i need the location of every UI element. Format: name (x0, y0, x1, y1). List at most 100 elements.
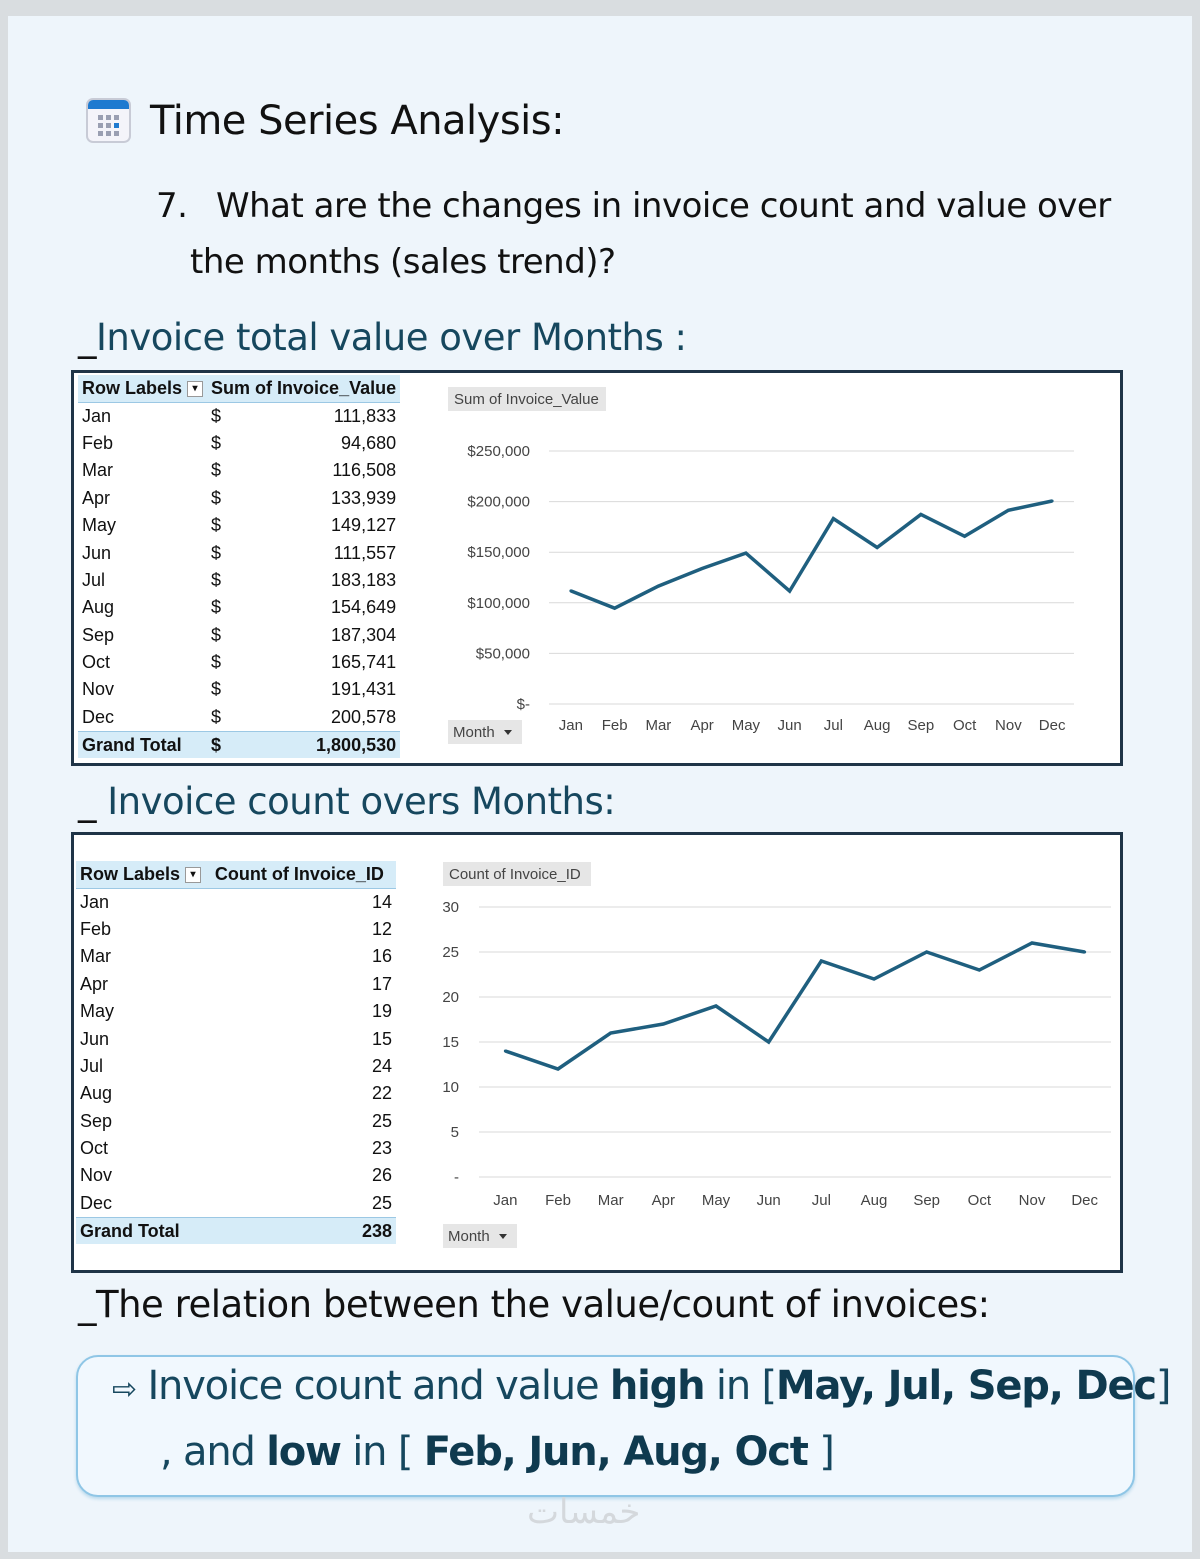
data-point (819, 959, 823, 963)
y-tick-label: 30 (442, 899, 459, 916)
row-value: 200,578 (331, 706, 397, 727)
x-tick-label: Nov (995, 717, 1022, 734)
table-row: Aug $154,649 (78, 594, 400, 621)
row-value: 191,431 (331, 679, 397, 700)
row-value: 183,183 (331, 569, 397, 590)
x-tick-label: Jun (757, 1192, 781, 1209)
calendar-icon (86, 98, 131, 143)
chart-title-button[interactable] (443, 862, 591, 886)
row-value: 94,680 (341, 432, 397, 453)
value-line-chart: Sum of Invoice_Value $- $50,000 $100,000 $15… (448, 387, 1074, 744)
section-value-title: _Invoice total value over Months : (78, 316, 687, 359)
count-line-chart: Count of Invoice_ID - 5 10 15 20 25 30 Jan Feb Mar… (442, 862, 1111, 1248)
x-tick-label: Apr (652, 1192, 675, 1209)
table-row: Mar $116,508 (78, 457, 400, 484)
filter-sort-icon[interactable]: ▾ (187, 381, 204, 398)
data-point (1006, 508, 1010, 512)
chart-title-button[interactable] (448, 387, 606, 411)
table-row: Jul 24 (76, 1053, 396, 1080)
chart-title: Count of Invoice_ID (449, 866, 581, 883)
row-value: 26 (371, 1165, 392, 1186)
table-row: May $149,127 (78, 512, 400, 539)
value-panel: Row Labels ▾ Sum of Invoice_Value Jan $111… (71, 370, 1123, 766)
page (8, 16, 1192, 1552)
row-label: Oct (82, 652, 111, 673)
x-tick-label: Sep (913, 1192, 940, 1209)
x-tick-label: Jul (812, 1192, 831, 1209)
row-label: Jan (80, 891, 110, 912)
currency: $ (211, 432, 222, 453)
row-value: 17 (371, 973, 392, 994)
x-tick-label: Jan (493, 1192, 517, 1209)
currency: $ (211, 460, 222, 481)
row-value: 133,939 (331, 487, 397, 508)
x-tick-label: Jan (559, 717, 583, 734)
row-label: Nov (80, 1165, 113, 1186)
x-tick-label: Nov (1019, 1192, 1046, 1209)
month-filter-label: Month (448, 1228, 490, 1245)
data-point (872, 977, 876, 981)
row-value: 116,508 (332, 460, 397, 481)
filter-sort-icon[interactable]: ▾ (185, 867, 202, 884)
chart-title: Sum of Invoice_Value (454, 391, 599, 408)
x-tick-label: Feb (602, 717, 628, 734)
table-row: Feb 12 (76, 916, 396, 943)
row-label: Jun (80, 1028, 110, 1049)
row-label: Oct (80, 1138, 109, 1159)
x-tick-label: May (732, 717, 761, 734)
grand-total-label: Grand Total (78, 730, 208, 759)
x-tick-label: Mar (645, 717, 671, 734)
table-row: Sep 25 (76, 1108, 396, 1135)
row-value: 15 (371, 1028, 392, 1049)
conclusion-line2: , and low in [ Feb, Jun, Aug, Oct ] (160, 1429, 835, 1475)
table-row: May 19 (76, 998, 396, 1025)
data-point (744, 551, 748, 555)
row-label: Jul (80, 1055, 104, 1076)
data-point (556, 1067, 560, 1071)
y-tick-label: $100,000 (467, 595, 530, 612)
row-label: Feb (80, 918, 112, 939)
data-point (977, 968, 981, 972)
row-label: Aug (82, 597, 115, 618)
table-row: Aug 22 (76, 1080, 396, 1107)
row-label: Jan (82, 405, 112, 426)
data-point (767, 1040, 771, 1044)
dropdown-arrow-icon (499, 1234, 507, 1239)
row-value: 25 (371, 1110, 392, 1131)
x-tick-label: Oct (968, 1192, 992, 1209)
row-label: May (82, 515, 117, 536)
row-label: Feb (82, 432, 114, 453)
table-row: Apr $133,939 (78, 485, 400, 512)
question-line1: What are the changes in invoice count an… (216, 186, 1111, 226)
currency: $ (207, 730, 240, 759)
row-value: 19 (371, 1001, 392, 1022)
y-tick-label: $50,000 (476, 645, 530, 662)
row-value: 111,833 (333, 405, 397, 426)
currency: $ (211, 706, 222, 727)
currency: $ (211, 597, 222, 618)
section-relation-title: _The relation between the value/count of… (78, 1283, 990, 1326)
data-point (613, 606, 617, 610)
y-tick-label: $- (517, 696, 530, 713)
row-label: Aug (80, 1083, 113, 1104)
data-point (661, 1022, 665, 1026)
y-tick-label: - (454, 1169, 459, 1186)
table-row: Oct $165,741 (78, 649, 400, 676)
grand-total-row: Grand Total 238 (76, 1216, 396, 1245)
arrow-icon: ⇨ (112, 1372, 137, 1407)
table-row: Jan 14 (76, 888, 396, 915)
question-number: 7. (156, 186, 188, 226)
currency: $ (211, 487, 222, 508)
conclusion-box: ⇨ Invoice count and value high in [May, … (76, 1355, 1172, 1497)
data-point (831, 517, 835, 521)
row-value: 23 (371, 1138, 392, 1159)
row-label: Nov (82, 679, 115, 700)
data-point (1083, 950, 1087, 954)
data-point (963, 534, 967, 538)
data-point (875, 545, 879, 549)
row-value: 22 (371, 1083, 392, 1104)
data-point (569, 589, 573, 593)
data-point (700, 566, 704, 570)
y-tick-label: 20 (442, 989, 459, 1006)
x-tick-label: Aug (864, 717, 891, 734)
